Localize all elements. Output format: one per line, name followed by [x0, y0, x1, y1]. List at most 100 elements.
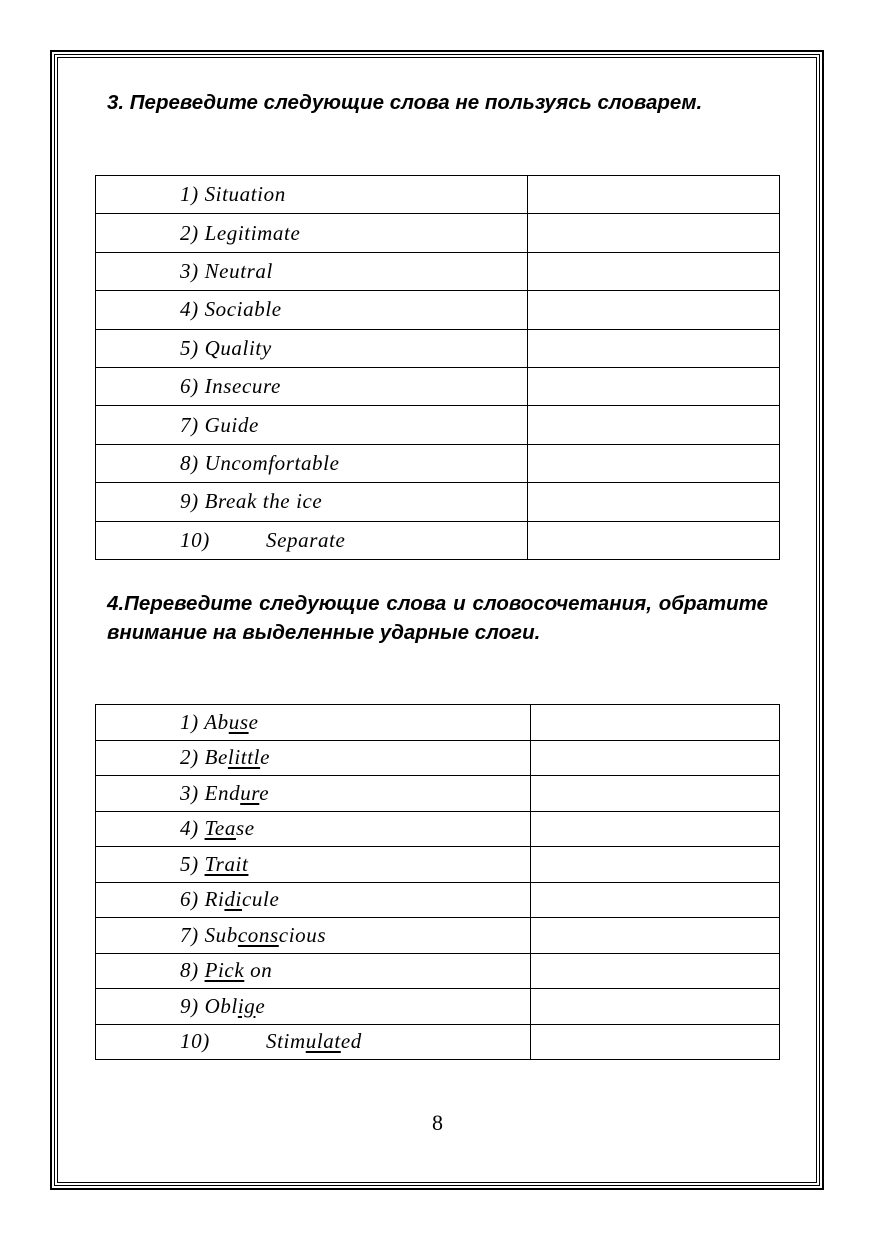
translation-cell[interactable] — [527, 405, 780, 445]
stressed-syllable: Pick — [204, 958, 245, 983]
translation-cell[interactable] — [530, 704, 780, 741]
translation-cell[interactable] — [527, 251, 780, 292]
word-cell: 2) Belittle — [95, 739, 531, 776]
item-number: 9) — [180, 489, 199, 514]
word-part: ed — [340, 1029, 362, 1054]
item-number: 9) — [180, 993, 199, 1018]
translation-cell[interactable] — [530, 739, 780, 776]
word-part: Situation — [204, 182, 286, 207]
table-row: 7) Subconscious — [95, 917, 780, 954]
stressed-syllable: us — [228, 709, 249, 734]
table-row: 9) Oblige — [95, 988, 780, 1025]
word-part: Break the ice — [204, 489, 323, 514]
item-number: 2) — [180, 220, 199, 245]
table-row: 9) Break the ice — [95, 482, 780, 522]
table-row: 10) Separate — [95, 520, 780, 560]
word-part: Sociable — [204, 297, 282, 322]
item-number: 5) — [180, 851, 199, 876]
word-part: e — [259, 780, 270, 805]
item-number: 5) — [180, 335, 199, 360]
table-row: 6) Ridicule — [95, 881, 780, 918]
word-cell: 8) Uncomfortable — [95, 443, 528, 484]
translation-cell[interactable] — [530, 988, 780, 1025]
table-row: 7) Guide — [95, 405, 780, 445]
table-row: 5) Trait — [95, 846, 780, 883]
stressed-syllable: di — [224, 887, 242, 912]
word-cell: 2) Legitimate — [95, 213, 528, 253]
word-part: Separate — [266, 527, 346, 552]
word-part: Ab — [204, 709, 229, 734]
word-cell: 4) Tease — [95, 810, 531, 847]
table-row: 5) Quality — [95, 328, 780, 368]
word-part: Insecure — [204, 374, 281, 399]
word-cell: 6) Insecure — [95, 366, 528, 407]
translation-cell[interactable] — [527, 213, 780, 253]
item-number: 3) — [180, 780, 199, 805]
table-row: 1) Abuse — [95, 704, 780, 741]
translation-cell[interactable] — [527, 443, 780, 484]
table-row: 3) Neutral — [95, 251, 780, 292]
translation-cell[interactable] — [527, 482, 780, 522]
table-row: 2) Legitimate — [95, 213, 780, 253]
word-cell: 6) Ridicule — [95, 881, 531, 918]
translation-cell[interactable] — [527, 366, 780, 407]
word-cell: 9) Break the ice — [95, 482, 528, 522]
translation-cell[interactable] — [527, 290, 780, 330]
word-cell: 9) Oblige — [95, 988, 531, 1025]
word-part: e — [260, 745, 271, 770]
translation-cell[interactable] — [530, 917, 780, 954]
item-number: 8) — [180, 958, 199, 983]
item-number: 4) — [180, 816, 199, 841]
table-row: 4) Sociable — [95, 290, 780, 330]
translation-cell[interactable] — [530, 846, 780, 883]
word-cell: 7) Subconscious — [95, 917, 531, 954]
item-number: 1) — [180, 709, 199, 734]
word-part: cule — [241, 887, 280, 912]
translation-cell[interactable] — [530, 810, 780, 847]
stressed-syllable: Tea — [204, 816, 236, 841]
stressed-syllable: Trait — [204, 851, 249, 876]
word-cell: 1) Abuse — [95, 704, 531, 741]
word-part: se — [235, 816, 255, 841]
exercise-3-table: 1) Situation 2) Legitimate 3) Neutral 4) So… — [95, 174, 780, 560]
item-number: 7) — [180, 412, 199, 437]
translation-cell[interactable] — [530, 775, 780, 812]
word-part: cious — [278, 922, 327, 947]
word-cell: 5) Quality — [95, 328, 528, 368]
item-number: 4) — [180, 297, 199, 322]
item-number: 7) — [180, 922, 199, 947]
exercise-4-table: 1) Abuse 2) Belittle 3) Endure 4) Tease 5) T… — [95, 704, 780, 1060]
page-number: 8 — [432, 1110, 443, 1135]
table-row: 6) Insecure — [95, 366, 780, 407]
word-cell: 8) Pick on — [95, 952, 531, 989]
word-part: Quality — [204, 335, 272, 360]
translation-cell[interactable] — [530, 1023, 780, 1060]
word-cell: 3) Endure — [95, 775, 531, 812]
stressed-syllable: ulat — [305, 1029, 341, 1054]
word-part: e — [248, 709, 259, 734]
item-number: 8) — [180, 450, 199, 475]
table-row: 4) Tease — [95, 810, 780, 847]
word-cell: 4) Sociable — [95, 290, 528, 330]
item-number: 2) — [180, 745, 199, 770]
translation-cell[interactable] — [527, 174, 780, 215]
word-part: Be — [204, 745, 228, 770]
word-part: Obl — [204, 993, 238, 1018]
word-part: Sub — [204, 922, 238, 947]
translation-cell[interactable] — [530, 952, 780, 989]
translation-cell[interactable] — [530, 881, 780, 918]
table-row: 1) Situation — [95, 174, 780, 215]
exercise-3-heading: 3. Переведите следующие слова не пользуя… — [107, 91, 703, 114]
translation-cell[interactable] — [527, 520, 780, 560]
item-number: 3) — [180, 258, 199, 283]
word-part: Uncomfortable — [204, 450, 340, 475]
table-row: 8) Uncomfortable — [95, 443, 780, 484]
word-cell: 10) Separate — [95, 520, 528, 560]
table-row: 8) Pick on — [95, 952, 780, 989]
translation-cell[interactable] — [527, 328, 780, 368]
word-cell: 1) Situation — [95, 174, 528, 215]
word-part: Guide — [204, 412, 259, 437]
word-part: End — [204, 780, 241, 805]
word-part: Neutral — [204, 258, 273, 283]
stressed-syllable: ur — [240, 780, 260, 805]
